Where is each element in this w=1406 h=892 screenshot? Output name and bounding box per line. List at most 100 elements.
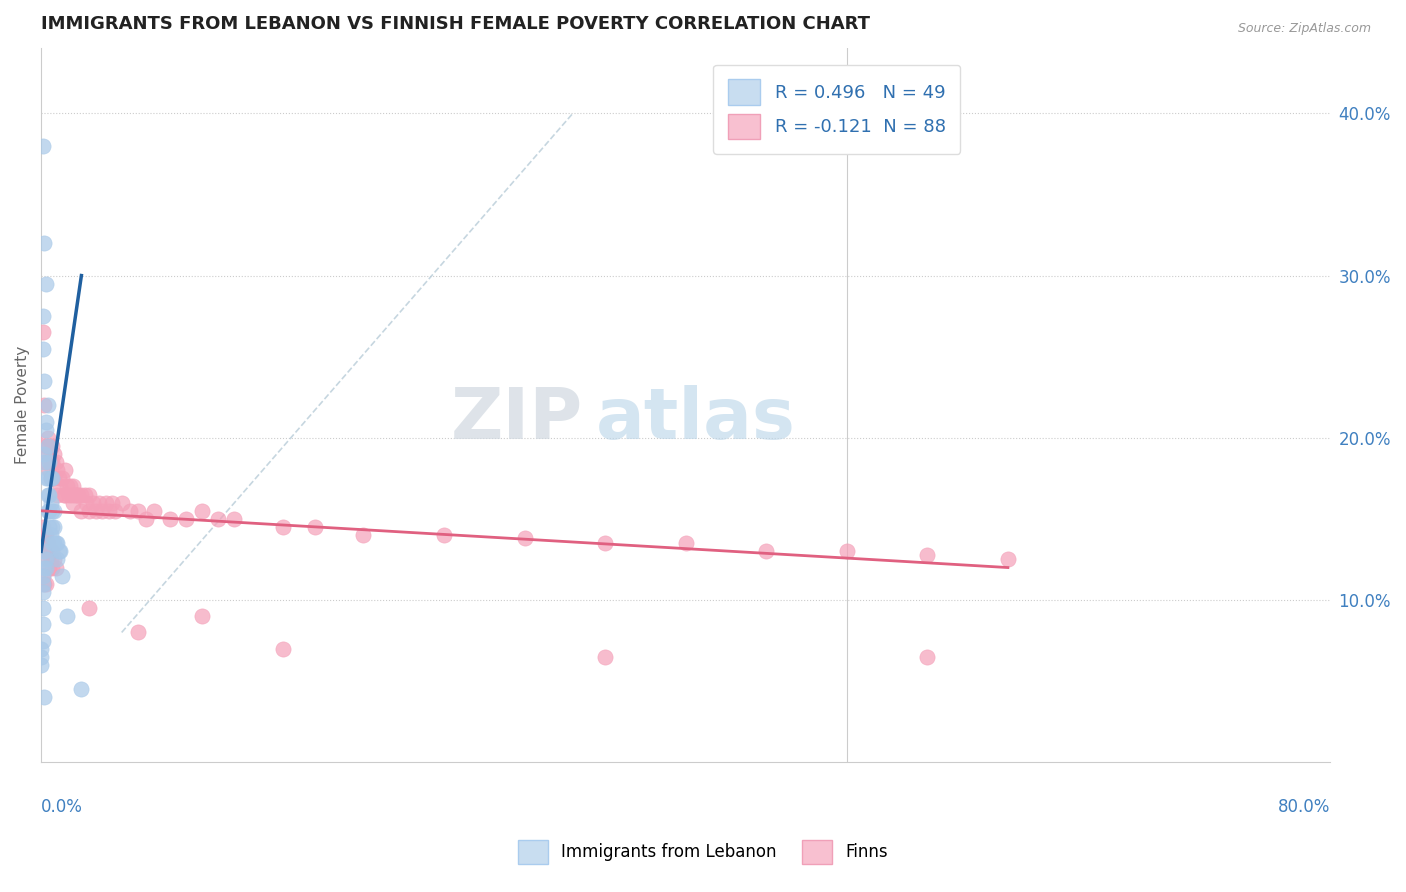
Point <box>38 455 60 469</box>
Point <box>75 496 97 510</box>
Point <box>30 657 52 672</box>
Point <box>37 398 59 412</box>
Point <box>48 544 70 558</box>
Point <box>39 528 62 542</box>
Point <box>37 439 59 453</box>
Point <box>53 463 76 477</box>
Text: ZIP: ZIP <box>450 385 582 454</box>
Point <box>56 609 79 624</box>
Point <box>60 487 83 501</box>
Point <box>39 552 62 566</box>
Point <box>39 496 62 510</box>
Point <box>38 520 60 534</box>
Point <box>59 479 82 493</box>
Point <box>62 479 84 493</box>
Point <box>38 560 60 574</box>
Point <box>593 649 616 664</box>
Point <box>31 342 53 356</box>
Point <box>35 277 58 291</box>
Point <box>174 512 197 526</box>
Point <box>39 455 62 469</box>
Point <box>41 544 63 558</box>
Point <box>191 609 214 624</box>
Point <box>42 520 65 534</box>
Point <box>38 544 60 558</box>
Point <box>91 504 114 518</box>
Point <box>304 520 326 534</box>
Point <box>31 633 53 648</box>
Point <box>38 504 60 518</box>
Point <box>79 601 101 615</box>
Point <box>46 487 69 501</box>
Point <box>104 504 127 518</box>
Point <box>34 374 56 388</box>
Text: Source: ZipAtlas.com: Source: ZipAtlas.com <box>1237 22 1371 36</box>
Point <box>31 138 53 153</box>
Text: 80.0%: 80.0% <box>1278 798 1330 816</box>
Point <box>31 568 53 582</box>
Point <box>45 455 67 469</box>
Point <box>35 576 58 591</box>
Legend: Immigrants from Lebanon, Finns: Immigrants from Lebanon, Finns <box>512 833 894 871</box>
Point <box>49 479 72 493</box>
Point <box>191 504 214 518</box>
Point <box>82 496 104 510</box>
Point <box>271 520 294 534</box>
Point <box>65 487 87 501</box>
Point <box>127 625 149 640</box>
Point <box>917 548 939 562</box>
Point <box>142 504 165 518</box>
Point <box>30 649 52 664</box>
Point <box>31 585 53 599</box>
Point <box>127 504 149 518</box>
Point <box>37 487 59 501</box>
Point <box>84 504 107 518</box>
Point <box>63 487 86 501</box>
Point <box>433 528 456 542</box>
Point <box>41 520 63 534</box>
Point <box>62 496 84 510</box>
Point <box>835 544 858 558</box>
Point <box>41 455 63 469</box>
Point <box>31 617 53 632</box>
Point <box>31 309 53 323</box>
Point <box>87 496 110 510</box>
Point <box>35 439 58 453</box>
Point <box>79 504 101 518</box>
Point <box>513 532 536 546</box>
Point <box>70 487 93 501</box>
Point <box>41 439 63 453</box>
Point <box>38 487 60 501</box>
Point <box>37 504 59 518</box>
Point <box>271 641 294 656</box>
Point <box>34 236 56 251</box>
Point <box>35 423 58 437</box>
Point <box>35 415 58 429</box>
Point <box>58 487 80 501</box>
Point <box>51 471 73 485</box>
Point <box>42 447 65 461</box>
Point <box>67 487 90 501</box>
Point <box>34 528 56 542</box>
Point <box>46 536 69 550</box>
Point <box>31 601 53 615</box>
Text: 0.0%: 0.0% <box>41 798 83 816</box>
Point <box>111 496 134 510</box>
Point <box>31 576 53 591</box>
Point <box>42 536 65 550</box>
Point <box>34 544 56 558</box>
Point <box>34 560 56 574</box>
Point <box>70 682 93 697</box>
Point <box>41 471 63 485</box>
Point <box>39 471 62 485</box>
Point <box>35 544 58 558</box>
Point <box>34 455 56 469</box>
Legend: R = 0.496   N = 49, R = -0.121  N = 88: R = 0.496 N = 49, R = -0.121 N = 88 <box>713 64 960 153</box>
Point <box>48 471 70 485</box>
Point <box>79 487 101 501</box>
Point <box>38 463 60 477</box>
Point <box>38 439 60 453</box>
Point <box>42 504 65 518</box>
Point <box>135 512 157 526</box>
Point <box>46 463 69 477</box>
